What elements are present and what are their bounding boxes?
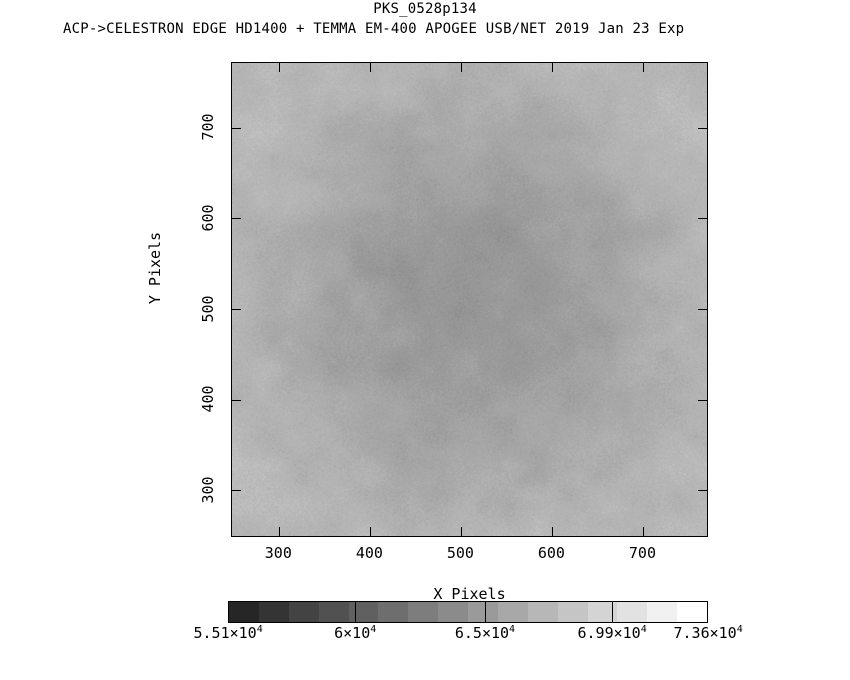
- x-tick-mark: [278, 63, 280, 72]
- colorbar[interactable]: [228, 601, 708, 623]
- colorbar-swatch: [348, 602, 379, 622]
- x-tick-mark: [278, 527, 280, 536]
- y-tick-mark: [232, 399, 241, 401]
- colorbar-tick-label: 6.99×104: [577, 624, 647, 642]
- y-tick-label: 700: [199, 113, 217, 141]
- y-tick-mark: [232, 490, 241, 492]
- y-tick-mark: [698, 127, 707, 129]
- x-tick-mark: [551, 527, 553, 536]
- title-block: PKS_0528p134 ACP->CELESTRON EDGE HD1400 …: [0, 0, 850, 37]
- y-tick-label: 600: [199, 204, 217, 232]
- colorbar-swatch: [647, 602, 678, 622]
- colorbar-tick-label: 7.36×104: [673, 624, 743, 642]
- colorbar-swatch: [318, 602, 349, 622]
- y-tick-label: 400: [199, 385, 217, 413]
- y-tick-mark: [698, 309, 707, 311]
- colorbar-tick-label: 5.51×104: [193, 624, 263, 642]
- y-tick-mark: [698, 399, 707, 401]
- image-plot-frame[interactable]: [231, 62, 708, 537]
- colorbar-swatch: [557, 602, 588, 622]
- y-tick-mark: [698, 218, 707, 220]
- x-tick-mark: [369, 63, 371, 72]
- y-tick-label: 300: [199, 476, 217, 504]
- x-tick-label: 500: [446, 544, 474, 562]
- x-tick-mark: [369, 527, 371, 536]
- colorbar-swatch: [468, 602, 498, 622]
- x-tick-mark: [642, 527, 644, 536]
- page-title: PKS_0528p134: [373, 1, 477, 17]
- x-tick-label: 600: [537, 544, 565, 562]
- y-tick-label: 500: [199, 295, 217, 323]
- x-tick-label: 300: [264, 544, 292, 562]
- x-axis-title: X Pixels: [433, 585, 506, 603]
- colorbar-swatch: [378, 602, 409, 622]
- colorbar-swatch: [229, 602, 259, 622]
- colorbar-swatch: [438, 602, 468, 622]
- colorbar-tick-mark: [355, 601, 356, 623]
- ccd-image-canvas[interactable]: [232, 63, 707, 536]
- colorbar-swatch: [288, 602, 319, 622]
- colorbar-swatch: [497, 602, 528, 622]
- colorbar-swatch: [527, 602, 558, 622]
- x-tick-mark: [551, 63, 553, 72]
- y-tick-mark: [232, 218, 241, 220]
- x-tick-label: 700: [628, 544, 656, 562]
- colorbar-swatch: [587, 602, 618, 622]
- colorbar-swatch: [677, 602, 707, 622]
- y-tick-mark: [232, 127, 241, 129]
- colorbar-swatch: [408, 602, 439, 622]
- x-tick-mark: [642, 63, 644, 72]
- colorbar-tick-mark: [612, 601, 613, 623]
- plot-subtitle: ACP->CELESTRON EDGE HD1400 + TEMMA EM-40…: [63, 21, 685, 37]
- colorbar-tick-label: 6×104: [334, 624, 377, 642]
- colorbar-tick-mark: [485, 601, 486, 623]
- x-tick-mark: [460, 527, 462, 536]
- x-tick-label: 400: [355, 544, 383, 562]
- y-tick-mark: [232, 309, 241, 311]
- y-axis-title: Y Pixels: [146, 231, 164, 305]
- colorbar-swatch: [617, 602, 648, 622]
- colorbar-tick-label: 6.5×104: [454, 624, 516, 642]
- colorbar-gradient: [228, 601, 708, 623]
- x-tick-mark: [460, 63, 462, 72]
- y-tick-mark: [698, 490, 707, 492]
- colorbar-swatch: [258, 602, 289, 622]
